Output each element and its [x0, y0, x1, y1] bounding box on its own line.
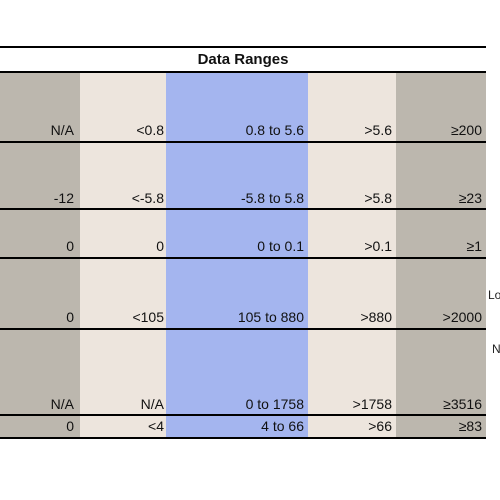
row-divider: [0, 414, 486, 416]
column-band-4: [308, 73, 396, 439]
table-title: Data Ranges: [197, 51, 289, 68]
column-band-3: [166, 73, 308, 439]
table-cell: ≥3516: [443, 396, 482, 412]
column-band-1: [0, 73, 80, 439]
table-cell: 0 to 0.1: [257, 238, 304, 254]
table-cell: N/A: [50, 396, 74, 412]
table-cell: >880: [360, 309, 392, 325]
table-cell: ≥200: [450, 122, 482, 138]
table-cell: 0.8 to 5.6: [245, 122, 304, 138]
table-cell: -12: [53, 190, 74, 206]
column-band-2: [80, 73, 166, 439]
table-cell: 0 to 1758: [245, 396, 304, 412]
row-divider: [0, 257, 486, 259]
column-band-5: [396, 73, 486, 439]
table-cell: >0.1: [364, 238, 392, 254]
side-label: N: [492, 342, 500, 356]
table-title-row: Data Ranges: [0, 46, 486, 73]
table-cell: ≥83: [458, 418, 482, 434]
table-cell: <105: [132, 309, 164, 325]
table-cell: <4: [148, 418, 164, 434]
row-divider: [0, 328, 486, 330]
table-cell: 105 to 880: [237, 309, 304, 325]
table-cell: 0: [66, 309, 74, 325]
table-cell: <-5.8: [131, 190, 164, 206]
table-cell: N/A: [50, 122, 74, 138]
table-cell: >66: [368, 418, 392, 434]
table-cell: -5.8 to 5.8: [240, 190, 304, 206]
side-label: Lo: [488, 288, 500, 302]
row-divider: [0, 141, 486, 143]
table-cell: <0.8: [136, 122, 164, 138]
table-cell: >2000: [442, 309, 482, 325]
table-cell: >1758: [352, 396, 392, 412]
table-cell: >5.8: [364, 190, 392, 206]
table-cell: ≥23: [458, 190, 482, 206]
table-cell: 4 to 66: [261, 418, 304, 434]
table-cell: 0: [66, 418, 74, 434]
row-divider: [0, 208, 486, 210]
table-cell: ≥1: [466, 238, 482, 254]
table-cell: 0: [66, 238, 74, 254]
table-cell: N/A: [140, 396, 164, 412]
table-cell: 0: [156, 238, 164, 254]
table-cell: >5.6: [364, 122, 392, 138]
row-divider: [0, 437, 486, 439]
